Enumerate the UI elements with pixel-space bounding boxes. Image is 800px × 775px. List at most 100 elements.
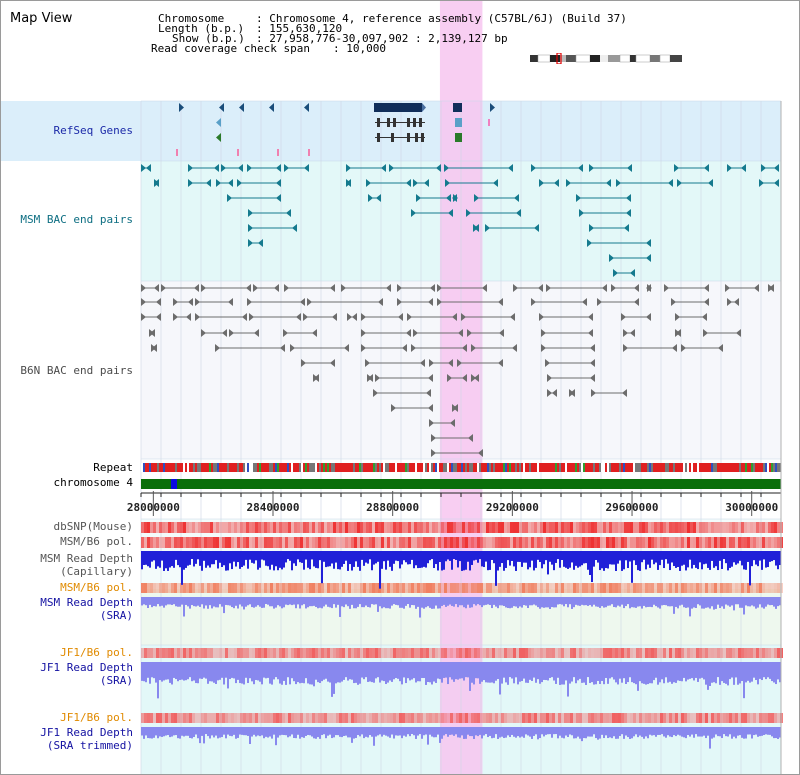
- msm-read-depth-sra-bar: [247, 597, 249, 606]
- jf1-read-depth-sra-bar: [221, 662, 223, 678]
- msm-b6-pol-strip: [198, 537, 201, 548]
- msm-read-depth-sra-bar: [709, 597, 711, 609]
- jf1-read-depth-trimmed-bar: [367, 727, 369, 738]
- msm-b6-pol-strip-2: [666, 583, 669, 593]
- b6n-bac-end-marker: [676, 329, 681, 337]
- msm-b6-pol-strip: [327, 537, 330, 548]
- jf1-read-depth-sra-bar: [771, 662, 773, 682]
- msm-read-depth-capillary-bar: [655, 551, 657, 563]
- refseq-exon: [413, 118, 416, 127]
- msm-read-depth-capillary-bar: [431, 551, 433, 560]
- jf1-b6-pol-strip-2: [702, 713, 705, 723]
- jf1-read-depth-sra-bar: [157, 662, 159, 699]
- dbsnp-strip: [762, 522, 765, 533]
- msm-read-depth-sra-bar: [155, 597, 157, 607]
- msm-read-depth-sra-bar: [359, 597, 361, 605]
- track-label-jf1-read-depth-sra[interactable]: JF1 Read Depth: [40, 661, 133, 674]
- msm-read-depth-sra-bar: [673, 597, 675, 614]
- jf1-read-depth-sra-bar: [201, 662, 203, 679]
- jf1-read-depth-sra-bar: [177, 662, 179, 682]
- chromosome-ideogram[interactable]: [530, 53, 684, 64]
- track-label-msm-b6-pol-2[interactable]: MSM/B6 pol.: [60, 581, 133, 594]
- msm-read-depth-capillary-bar: [447, 551, 449, 560]
- track-label-jf1-b6-pol-2[interactable]: JF1/B6 pol.: [60, 711, 133, 724]
- jf1-b6-pol-strip-2: [672, 713, 675, 723]
- track-label-chromosome[interactable]: chromosome 4: [53, 476, 133, 489]
- msm-b6-pol-strip: [564, 537, 567, 548]
- jf1-b6-pol-strip: [552, 648, 555, 658]
- b6n-bac-end-marker: [582, 298, 587, 306]
- dbsnp-strip: [549, 522, 552, 533]
- msm-b6-pol-strip-2: [414, 583, 417, 593]
- b6n-bac-end-marker: [201, 329, 206, 337]
- jf1-read-depth-sra-bar: [373, 662, 375, 683]
- repeat-segment: [375, 463, 377, 472]
- msm-b6-pol-strip-2: [462, 583, 465, 593]
- msm-b6-pol-strip-2: [750, 583, 753, 593]
- msm-read-depth-capillary-bar: [157, 551, 159, 567]
- dbsnp-strip: [633, 522, 636, 533]
- jf1-read-depth-trimmed-bar: [251, 727, 253, 737]
- msm-bac-end-marker: [284, 164, 289, 172]
- repeat-segment: [167, 463, 169, 472]
- msm-read-depth-capillary-bar: [443, 551, 445, 570]
- track-label-jf1-b6-pol-1[interactable]: JF1/B6 pol.: [60, 646, 133, 659]
- repeat-segment: [275, 463, 277, 472]
- jf1-b6-pol-strip-2: [615, 713, 618, 723]
- jf1-read-depth-trimmed-bar: [697, 727, 699, 737]
- msm-read-depth-capillary-bar: [377, 551, 379, 562]
- msm-read-depth-sra-bar: [647, 597, 649, 607]
- msm-b6-pol-strip-2: [567, 583, 570, 593]
- track-label-jf1-read-depth-trim[interactable]: JF1 Read Depth: [40, 726, 133, 739]
- msm-b6-pol-strip: [627, 537, 630, 548]
- msm-read-depth-capillary-bar: [533, 551, 535, 571]
- jf1-read-depth-sra-bar: [735, 662, 737, 678]
- repeat-segment: [459, 463, 461, 472]
- track-label-refseq[interactable]: RefSeq Genes: [53, 124, 133, 137]
- msm-b6-pol-strip-2: [576, 583, 579, 593]
- msm-read-depth-capillary-bar: [413, 551, 415, 569]
- track-label-msm-read-depth-sra[interactable]: MSM Read Depth: [40, 596, 133, 609]
- jf1-b6-pol-strip-2: [516, 713, 519, 723]
- track-label-msm-b6-pol-1[interactable]: MSM/B6 pol.: [60, 535, 133, 548]
- msm-read-depth-capillary-bar: [609, 551, 611, 565]
- jf1-read-depth-trimmed-bar: [765, 727, 767, 735]
- msm-b6-pol-strip-2: [246, 583, 249, 593]
- jf1-read-depth-sra-bar: [307, 662, 309, 684]
- msm-read-depth-capillary-bar: [287, 551, 289, 560]
- msm-b6-pol-strip: [561, 537, 564, 548]
- msm-b6-pol-strip-2: [420, 583, 423, 593]
- b6n-bac-end-marker: [452, 313, 457, 321]
- msm-read-depth-capillary-bar: [193, 551, 195, 567]
- jf1-b6-pol-strip-2: [282, 713, 285, 723]
- repeat-segment: [141, 463, 143, 472]
- jf1-read-depth-trimmed-bar: [523, 727, 525, 738]
- jf1-read-depth-sra-bar: [505, 662, 507, 683]
- msm-b6-pol-strip-2: [657, 583, 660, 593]
- msm-b6-pol-strip-2: [549, 583, 552, 593]
- jf1-read-depth-sra-bar: [455, 662, 457, 680]
- msm-b6-pol-strip: [429, 537, 432, 548]
- jf1-b6-pol-strip-2: [720, 713, 723, 723]
- msm-read-depth-capillary-bar: [141, 551, 143, 570]
- track-label-dbsnp[interactable]: dbSNP(Mouse): [53, 520, 133, 533]
- jf1-b6-pol-strip-2: [708, 713, 711, 723]
- jf1-read-depth-sra-bar: [637, 662, 639, 691]
- msm-b6-pol-strip: [234, 537, 237, 548]
- b6n-bac-end-marker: [332, 313, 337, 321]
- dbsnp-strip: [648, 522, 651, 533]
- repeat-segment: [345, 463, 347, 472]
- track-label-repeat[interactable]: Repeat: [93, 461, 133, 474]
- track-label-msm-bac[interactable]: MSM BAC end pairs: [20, 213, 133, 226]
- track-label-msm-read-depth-cap[interactable]: MSM Read Depth: [40, 552, 133, 565]
- msm-read-depth-capillary-bar: [311, 551, 313, 560]
- jf1-read-depth-trimmed-bar: [409, 727, 411, 737]
- jf1-read-depth-trimmed-bar: [175, 727, 177, 736]
- repeat-segment: [235, 463, 237, 472]
- jf1-b6-pol-strip-2: [246, 713, 249, 723]
- jf1-b6-pol-strip-2: [336, 713, 339, 723]
- track-label-b6n-bac[interactable]: B6N BAC end pairs: [20, 364, 133, 377]
- jf1-read-depth-sra-bar: [305, 662, 307, 679]
- msm-b6-pol-strip: [231, 537, 234, 548]
- msm-read-depth-sra-bar: [773, 597, 775, 607]
